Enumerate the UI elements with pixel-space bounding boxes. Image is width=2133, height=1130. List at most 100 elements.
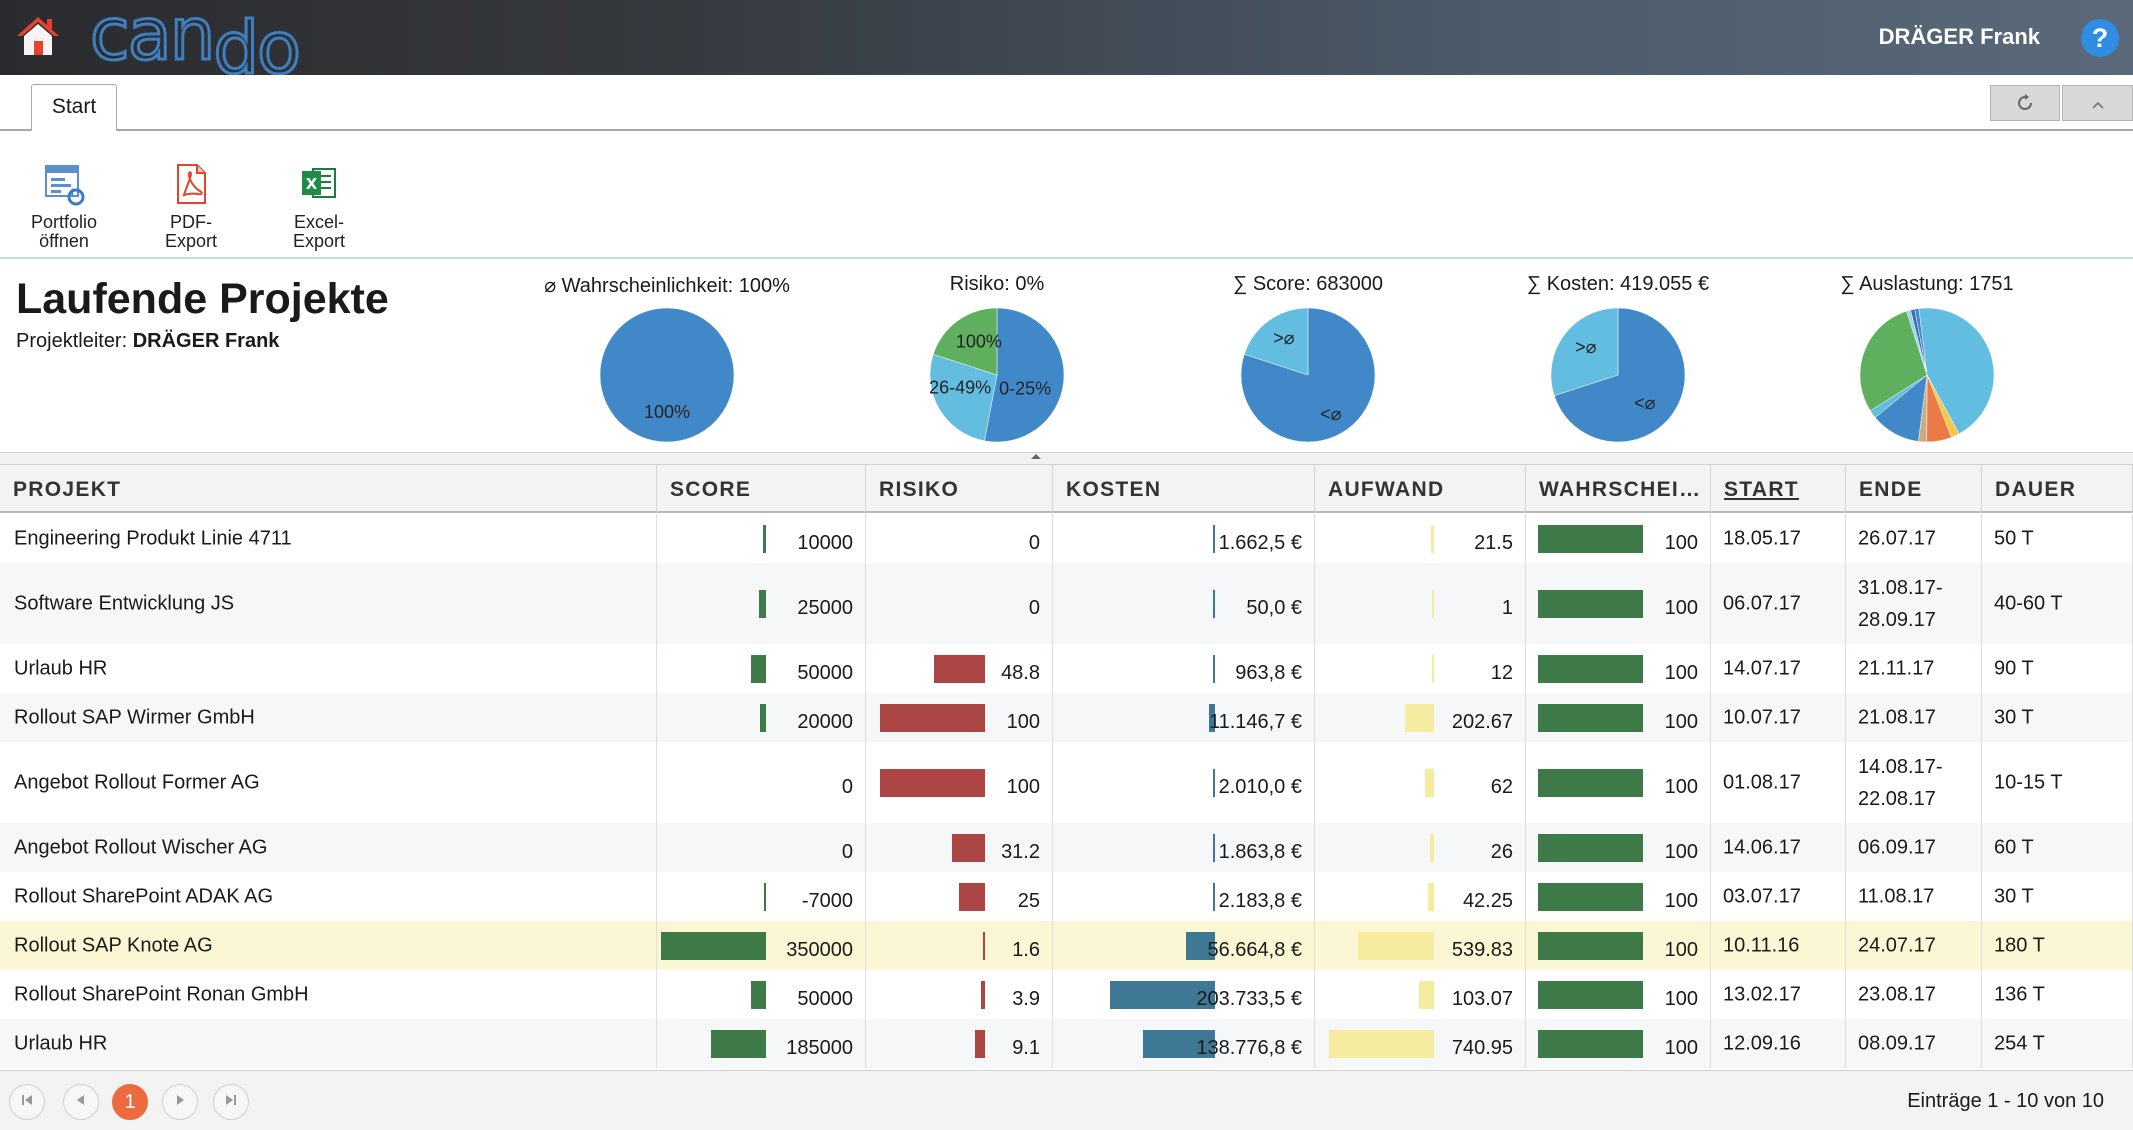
projekt-value[interactable]: Engineering Produkt Linie 4711 xyxy=(14,527,292,549)
next-page-icon xyxy=(177,1095,184,1105)
projekt-value[interactable]: Angebot Rollout Former AG xyxy=(14,771,260,793)
risiko-value: 31.2 xyxy=(1001,840,1040,863)
cell-ende: 21.11.17 xyxy=(1846,644,1982,693)
aufwand-value: 26 xyxy=(1490,840,1513,863)
pie-slice[interactable] xyxy=(929,353,998,442)
panel-splitter[interactable] xyxy=(0,452,2133,464)
column-header-wahrscheinlichkeit[interactable]: WAHRSCHEI… xyxy=(1526,465,1711,513)
column-header-projekt[interactable]: PROJEKT xyxy=(0,465,657,513)
page-1-button[interactable]: 1 xyxy=(112,1084,148,1120)
kosten-value: 11.146,7 € xyxy=(1208,710,1302,733)
table-row[interactable]: Rollout SAP Wirmer GmbH 20000 100 11.146,7 … xyxy=(0,693,2133,742)
cell-risiko: 1.6 xyxy=(866,921,1053,970)
project-leader: Projektleiter: DRÄGER Frank xyxy=(16,330,280,352)
score-value: 185000 xyxy=(786,1036,853,1059)
projekt-value[interactable]: Rollout SAP Wirmer GmbH xyxy=(14,706,255,728)
table-row[interactable]: Rollout SharePoint ADAK AG -7000 25 2.183,8… xyxy=(0,872,2133,921)
pie-slice[interactable] xyxy=(599,307,735,443)
cell-start: 06.07.17 xyxy=(1711,563,1846,644)
column-header-risiko[interactable]: RISIKO xyxy=(866,465,1053,513)
score-value: 50000 xyxy=(797,987,853,1010)
cell-dauer: 30 T xyxy=(1982,693,2133,742)
excel-export-button[interactable]: X Excel- Export xyxy=(274,161,364,251)
table-row[interactable]: Urlaub HR 50000 48.8 963,8 € 12 100 14.07.17 21… xyxy=(0,644,2133,693)
column-header-ende[interactable]: ENDE xyxy=(1846,465,1982,513)
cell-aufwand: 103.07 xyxy=(1315,970,1526,1019)
projekt-value[interactable]: Urlaub HR xyxy=(14,657,108,679)
pie-slice[interactable] xyxy=(1918,307,1995,435)
pie-slice[interactable] xyxy=(1550,307,1619,397)
projekt-value[interactable]: Urlaub HR xyxy=(14,1032,108,1054)
start-value: 06.07.17 xyxy=(1723,592,1801,614)
splitter-arrow-icon[interactable] xyxy=(1031,454,1041,459)
costs-pie-chart[interactable]: <⌀ >⌀ xyxy=(1548,305,1688,445)
projekt-value[interactable]: Angebot Rollout Wischer AG xyxy=(14,836,268,858)
column-header-kosten[interactable]: KOSTEN xyxy=(1053,465,1315,513)
prev-page-button[interactable] xyxy=(63,1084,99,1120)
table-row[interactable]: Rollout SharePoint Ronan GmbH 50000 3.9 203… xyxy=(0,970,2133,1019)
ende-value: 23.08.17 xyxy=(1858,983,1936,1005)
pie-slice[interactable] xyxy=(932,307,998,376)
last-page-button[interactable] xyxy=(213,1084,249,1120)
projekt-value[interactable]: Rollout SharePoint ADAK AG xyxy=(14,885,274,907)
column-header-aufwand[interactable]: AUFWAND xyxy=(1315,465,1526,513)
cell-projekt: Urlaub HR xyxy=(0,1019,657,1068)
home-icon[interactable] xyxy=(16,14,60,58)
dauer-value: 60 T xyxy=(1994,836,2034,858)
risiko-bar xyxy=(880,768,985,797)
projekt-value[interactable]: Software Entwicklung JS xyxy=(14,592,235,614)
score-value: 0 xyxy=(841,840,853,863)
refresh-button[interactable] xyxy=(1990,85,2060,121)
cell-score: 10000 xyxy=(657,514,866,563)
pie-slice-label: >⌀ xyxy=(1575,337,1597,357)
help-button[interactable]: ? xyxy=(2081,19,2119,57)
start-value: 01.08.17 xyxy=(1723,771,1801,793)
risiko-value: 100 xyxy=(1006,775,1040,798)
pie-slice[interactable] xyxy=(1859,310,1928,412)
table-row[interactable]: Angebot Rollout Wischer AG 0 31.2 1.863,8 €… xyxy=(0,823,2133,872)
pie-slice[interactable] xyxy=(1553,307,1686,443)
cell-aufwand: 1 xyxy=(1315,563,1526,644)
score-value: 0 xyxy=(841,775,853,798)
start-value: 10.11.16 xyxy=(1723,934,1800,956)
score-pie-chart[interactable]: <⌀ >⌀ xyxy=(1238,305,1378,445)
next-page-button[interactable] xyxy=(162,1084,198,1120)
table-row[interactable]: Engineering Produkt Linie 4711 10000 0 1.66… xyxy=(0,514,2133,563)
kosten-value: 138.776,8 € xyxy=(1196,1036,1302,1059)
open-portfolio-button[interactable]: Portfolio öffnen xyxy=(19,161,109,251)
column-header-start[interactable]: START xyxy=(1711,465,1846,513)
cell-aufwand: 21.5 xyxy=(1315,514,1526,563)
kosten-bar xyxy=(1213,589,1215,618)
kosten-bar xyxy=(1110,980,1215,1009)
cell-score: 20000 xyxy=(657,693,866,742)
pie-slice[interactable] xyxy=(1240,307,1376,443)
risk-pie-chart[interactable]: 0-25% 26-49% 100% xyxy=(927,305,1067,445)
pie-slice[interactable] xyxy=(1243,307,1309,376)
cell-score: 0 xyxy=(657,823,866,872)
score-bar xyxy=(751,654,766,683)
utilization-pie-chart[interactable] xyxy=(1857,305,1997,445)
table-row[interactable]: Urlaub HR 185000 9.1 138.776,8 € 740.95 100 12… xyxy=(0,1019,2133,1068)
projekt-value[interactable]: Rollout SharePoint Ronan GmbH xyxy=(14,983,309,1005)
user-name[interactable]: DRÄGER Frank xyxy=(1878,24,2040,49)
column-header-dauer[interactable]: DAUER xyxy=(1982,465,2133,513)
cell-wahrscheinlichkeit: 100 xyxy=(1526,514,1711,563)
first-page-button[interactable] xyxy=(9,1084,45,1120)
table-row[interactable]: Angebot Rollout Former AG 0 100 2.010,0 € 62… xyxy=(0,742,2133,823)
cell-start: 12.09.16 xyxy=(1711,1019,1846,1068)
kpi-risk-title: Risiko: 0% xyxy=(949,273,1045,295)
pie-slice[interactable] xyxy=(984,307,1065,443)
collapse-ribbon-button[interactable] xyxy=(2062,85,2133,121)
risiko-bar xyxy=(983,931,985,960)
table-row[interactable]: Rollout SAP Knote AG 350000 1.6 56.664,8 € 5… xyxy=(0,921,2133,970)
tab-start[interactable]: Start xyxy=(31,84,117,132)
table-row[interactable]: Software Entwicklung JS 25000 0 50,0 € 1 100 0… xyxy=(0,563,2133,644)
pdf-export-button[interactable]: PDF- Export xyxy=(146,161,236,251)
wahrscheinlichkeit-bar xyxy=(1538,768,1643,797)
column-header-score[interactable]: SCORE xyxy=(657,465,866,513)
projekt-value[interactable]: Rollout SAP Knote AG xyxy=(14,934,213,956)
dauer-value: 10-15 T xyxy=(1994,771,2063,793)
cell-projekt: Rollout SharePoint ADAK AG xyxy=(0,872,657,921)
probability-pie-chart[interactable]: 100% xyxy=(597,305,737,445)
pie-slice[interactable] xyxy=(1914,308,1928,376)
